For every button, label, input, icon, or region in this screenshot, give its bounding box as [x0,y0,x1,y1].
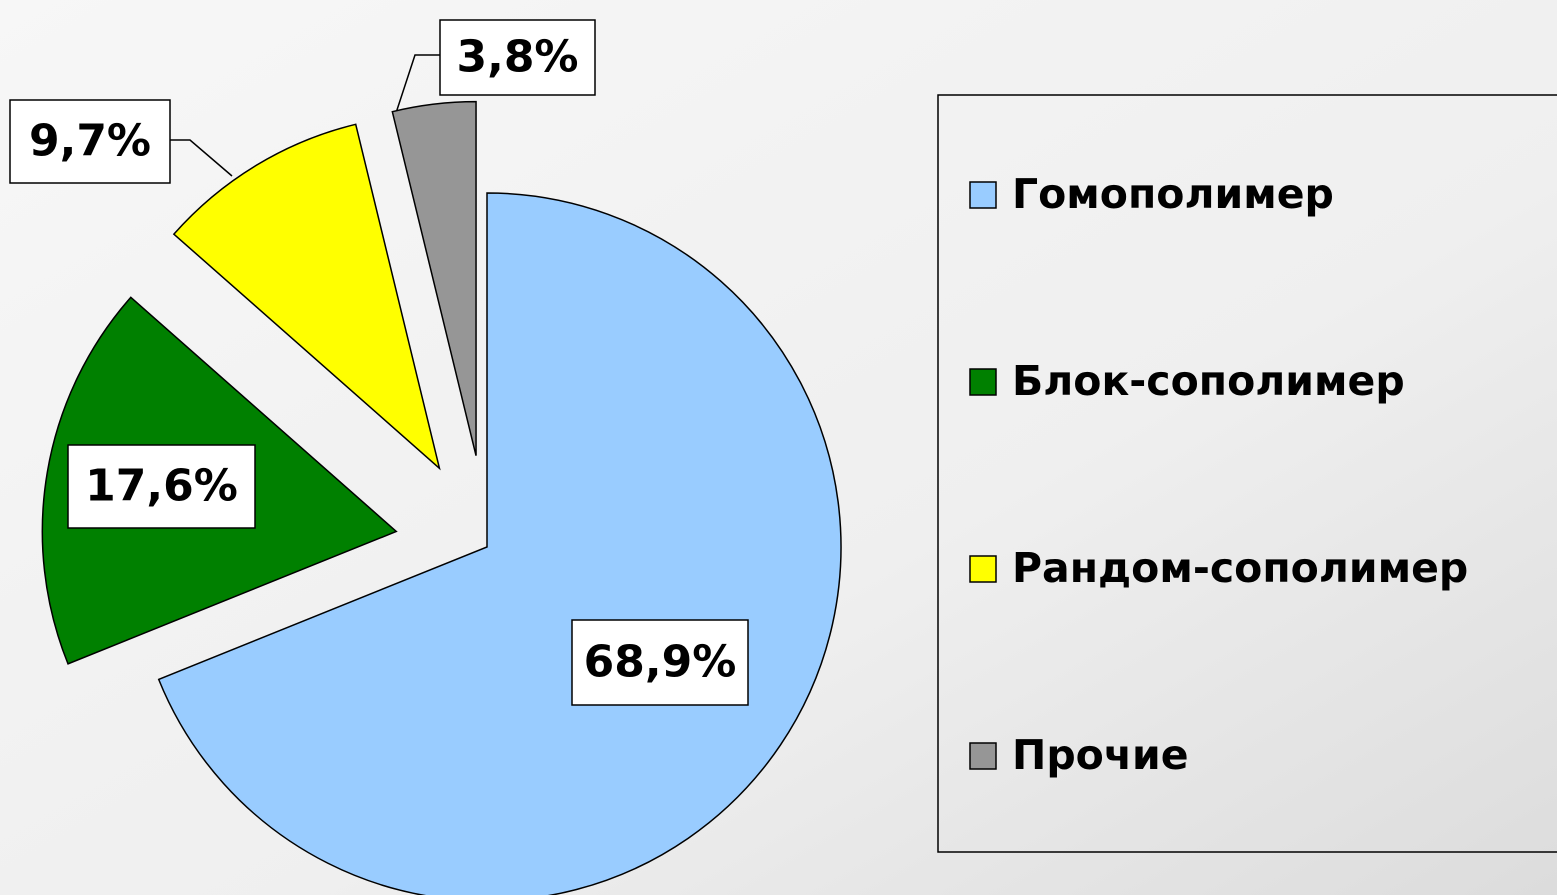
data-label-box [439,19,596,96]
pie-slice [391,100,477,456]
legend-box [937,94,1557,853]
data-label-box [571,619,749,706]
legend-label: Гомополимер [1012,170,1334,218]
data-label: 68,9% [584,637,737,688]
data-label: 17,6% [85,461,238,512]
data-label-box [9,99,171,184]
legend-label: Рандом-сополимер [1012,544,1468,592]
leader-line [394,54,440,117]
pie-slice [172,123,441,471]
legend-swatch [969,555,997,583]
pie-slice [157,192,842,895]
legend-label: Прочие [1012,731,1189,779]
data-label-box [67,444,256,529]
legend-swatch [969,181,997,209]
legend-swatch [969,742,997,770]
legend-label: Блок-сополимер [1012,357,1405,405]
legend-swatch [969,368,997,396]
data-label: 3,8% [456,32,578,83]
leader-line [170,139,233,177]
data-label: 9,7% [29,116,151,167]
